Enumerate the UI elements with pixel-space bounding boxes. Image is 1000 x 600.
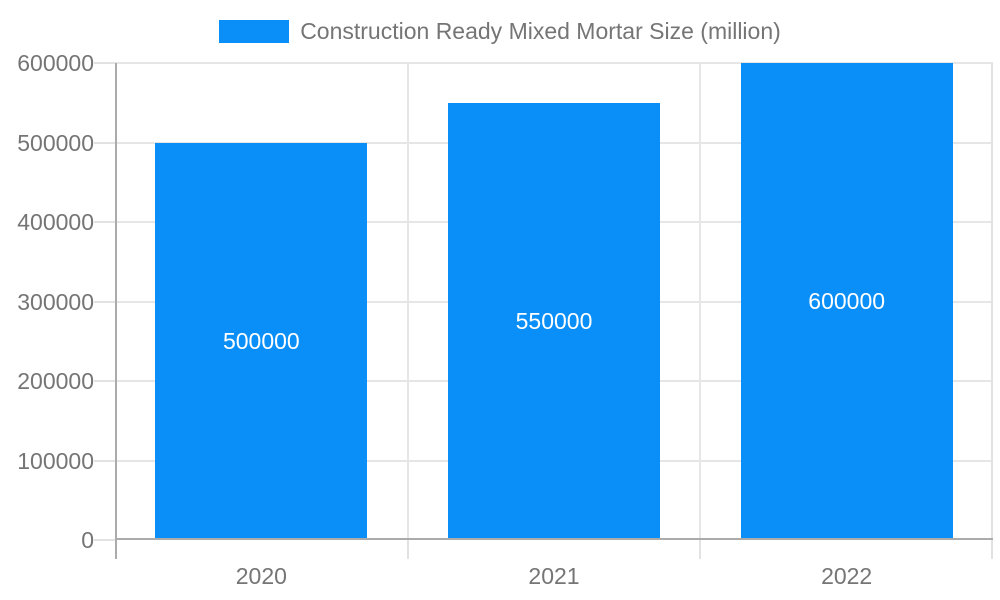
- chart-legend[interactable]: Construction Ready Mixed Mortar Size (mi…: [0, 18, 1000, 45]
- y-axis-tick: [94, 539, 115, 541]
- x-axis-tick: [406, 540, 409, 559]
- y-axis-tick-label: 0: [81, 527, 94, 553]
- x-axis-tick: [699, 540, 702, 559]
- y-axis-tick: [94, 380, 115, 382]
- y-axis-tick: [94, 221, 115, 223]
- x-gridline: [699, 63, 702, 540]
- x-axis-line: [115, 538, 993, 540]
- x-axis-tick: [991, 540, 993, 559]
- bar-value-label: 600000: [808, 288, 886, 314]
- bar-2021[interactable]: 550000: [448, 102, 660, 540]
- x-gridline: [406, 63, 409, 540]
- y-axis-line-extension: [115, 540, 117, 559]
- bar-value-label: 500000: [222, 327, 300, 354]
- y-axis-tick-label: 300000: [17, 288, 94, 315]
- bar-value-label: 550000: [515, 307, 593, 334]
- legend-label: Construction Ready Mixed Mortar Size (mi…: [300, 18, 781, 44]
- y-axis-tick: [94, 62, 115, 64]
- x-axis-label: 2022: [821, 563, 873, 589]
- x-axis-label: 2021: [528, 563, 580, 589]
- y-axis-tick-label: 200000: [17, 368, 94, 394]
- y-axis-tick-label: 100000: [17, 447, 94, 474]
- y-axis-tick-label: 400000: [17, 209, 94, 235]
- x-axis-label: 2020: [235, 563, 287, 589]
- y-axis-tick: [94, 459, 115, 462]
- bar-2020[interactable]: 500000: [155, 142, 368, 540]
- y-axis-tick: [94, 300, 115, 303]
- y-gridline: [115, 62, 993, 64]
- y-axis-tick: [94, 141, 115, 144]
- y-axis-tick-label: 500000: [17, 129, 94, 156]
- y-axis-line: [115, 63, 117, 540]
- y-axis-tick-label: 600000: [17, 50, 94, 76]
- legend-swatch: [219, 20, 290, 43]
- plot-right-border: [991, 63, 993, 540]
- plot-area: 0 100000 200000 300000 400000 500000 600000 500…: [17, 50, 993, 589]
- bar-2022[interactable]: 600000: [740, 63, 953, 540]
